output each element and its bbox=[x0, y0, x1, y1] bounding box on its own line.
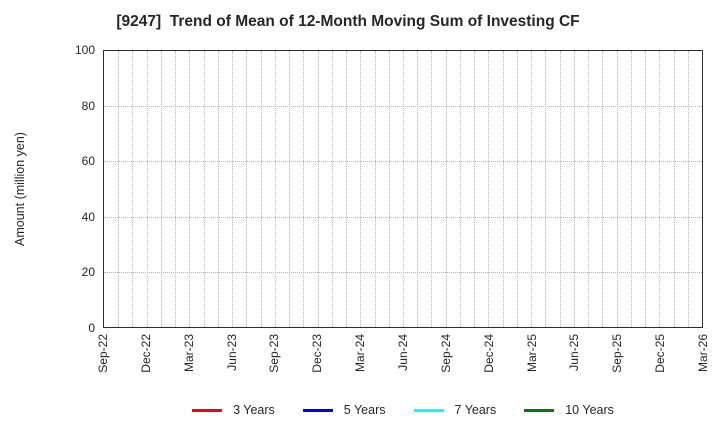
vertical-gridline bbox=[602, 51, 604, 327]
y-tick-label: 0 bbox=[88, 321, 95, 335]
legend-label: 10 Years bbox=[565, 403, 614, 417]
legend-line-swatch bbox=[524, 408, 555, 412]
vertical-gridline bbox=[146, 51, 148, 327]
vertical-gridline bbox=[659, 51, 661, 327]
vertical-gridline bbox=[417, 51, 419, 327]
vertical-gridline bbox=[516, 51, 518, 327]
legend-line-swatch bbox=[413, 408, 444, 412]
legend-label: 3 Years bbox=[233, 403, 275, 417]
legend: 3 Years 5 Years 7 Years 10 Years bbox=[103, 401, 703, 419]
vertical-gridline bbox=[175, 51, 177, 327]
legend-line-swatch bbox=[192, 408, 223, 412]
x-tick-label: Mar-24 bbox=[353, 334, 368, 373]
x-axis-tick-labels: Sep-22 Dec-22 Mar-23 Jun-23 Sep-23 Dec-23 Mar-… bbox=[96, 334, 710, 396]
x-tick-label: Sep-22 bbox=[96, 334, 110, 373]
x-tick-label: Dec-24 bbox=[481, 334, 496, 373]
vertical-gridline bbox=[331, 51, 333, 327]
legend-label: 5 Years bbox=[343, 403, 386, 417]
vertical-gridline bbox=[573, 51, 575, 327]
vertical-gridline bbox=[189, 51, 191, 327]
x-tick-label: Jun-25 bbox=[567, 334, 582, 371]
vertical-gridline bbox=[474, 51, 476, 327]
horizontal-gridline bbox=[104, 216, 702, 218]
legend-item: 3 Years bbox=[192, 403, 275, 417]
vertical-gridline bbox=[160, 51, 162, 327]
legend-item: 10 Years bbox=[524, 403, 614, 417]
x-tick-label: Dec-22 bbox=[138, 334, 153, 373]
horizontal-gridline bbox=[104, 271, 702, 273]
vertical-gridline bbox=[488, 51, 490, 327]
horizontal-gridline bbox=[104, 106, 702, 108]
vertical-gridline bbox=[559, 51, 561, 327]
legend-line-swatch bbox=[302, 408, 333, 412]
legend-item: 5 Years bbox=[302, 403, 386, 417]
legend-label: 7 Years bbox=[454, 403, 497, 417]
x-tick-label: Dec-25 bbox=[653, 334, 668, 373]
y-tick-label: 100 bbox=[74, 43, 95, 57]
vertical-gridline bbox=[616, 51, 618, 327]
vertical-gridline bbox=[118, 51, 120, 327]
x-tick-label: Sep-25 bbox=[610, 334, 625, 373]
y-tick-label: 60 bbox=[81, 154, 95, 169]
x-tick-label: Dec-23 bbox=[310, 334, 325, 373]
vertical-gridline bbox=[445, 51, 447, 327]
vertical-gridline bbox=[588, 51, 590, 327]
vertical-gridline bbox=[203, 51, 205, 327]
vertical-gridline bbox=[260, 51, 262, 327]
vertical-gridline bbox=[374, 51, 376, 327]
plot-area bbox=[103, 50, 703, 328]
vertical-gridline bbox=[545, 51, 547, 327]
vertical-gridline bbox=[630, 51, 632, 327]
legend-item: 7 Years bbox=[413, 403, 497, 417]
vertical-gridline bbox=[246, 51, 248, 327]
vertical-gridline bbox=[360, 51, 362, 327]
x-tick-label: Mar-25 bbox=[524, 334, 539, 373]
vertical-gridline bbox=[431, 51, 433, 327]
vertical-gridline bbox=[459, 51, 461, 327]
vertical-gridline bbox=[502, 51, 504, 327]
vertical-gridline bbox=[687, 51, 689, 327]
vertical-gridline bbox=[346, 51, 348, 327]
vertical-gridline bbox=[274, 51, 276, 327]
y-tick-label: 80 bbox=[81, 98, 95, 113]
vertical-gridline bbox=[531, 51, 533, 327]
vertical-gridline bbox=[645, 51, 647, 327]
vertical-gridline bbox=[217, 51, 219, 327]
vertical-gridline bbox=[388, 51, 390, 327]
vertical-gridline bbox=[303, 51, 305, 327]
x-tick-label: Sep-24 bbox=[438, 334, 453, 373]
y-axis-tick-labels: 0 20 40 60 80 100 bbox=[0, 43, 95, 335]
x-tick-label: Jun-24 bbox=[396, 334, 410, 371]
vertical-gridline bbox=[132, 51, 134, 327]
vertical-gridline bbox=[403, 51, 404, 327]
vertical-gridline bbox=[317, 51, 319, 327]
x-tick-label: Jun-23 bbox=[224, 334, 239, 371]
vertical-gridline bbox=[289, 51, 291, 327]
vertical-gridline bbox=[673, 51, 675, 327]
y-tick-label: 40 bbox=[81, 209, 95, 224]
y-tick-label: 20 bbox=[81, 265, 95, 280]
x-tick-label: Mar-26 bbox=[696, 334, 710, 373]
x-tick-label: Sep-23 bbox=[267, 334, 282, 373]
vertical-gridline bbox=[232, 51, 234, 327]
x-tick-label: Mar-23 bbox=[181, 334, 196, 373]
chart-title: [9247] Trend of Mean of 12-Month Moving … bbox=[116, 13, 580, 30]
horizontal-gridline bbox=[104, 161, 702, 163]
